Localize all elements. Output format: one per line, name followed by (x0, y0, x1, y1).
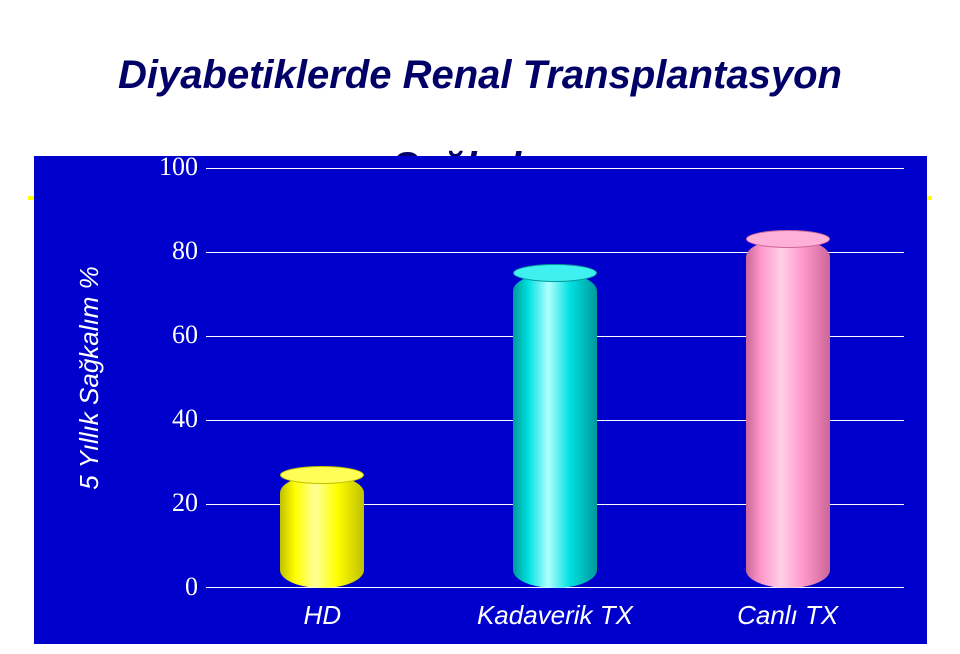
x-category-label: HD (206, 600, 439, 631)
y-tick-label: 20 (138, 488, 198, 518)
bar (280, 475, 364, 588)
bar-top (513, 264, 597, 282)
bar (746, 239, 830, 588)
x-category-label: Kadaverik TX (439, 600, 672, 631)
y-tick-label: 60 (138, 320, 198, 350)
chart-panel: 5 Yıllık Sağkalım % 020406080100HDKadave… (34, 156, 927, 644)
bar-top (280, 466, 364, 484)
bar-top (746, 230, 830, 248)
y-tick-label: 40 (138, 404, 198, 434)
plot-area (206, 168, 904, 588)
x-category-label: Canlı TX (671, 600, 904, 631)
title-line-1: Diyabetiklerde Renal Transplantasyon (118, 53, 842, 97)
y-axis-title: 5 Yıllık Sağkalım % (74, 168, 105, 588)
y-gridline (206, 168, 904, 169)
y-tick-label: 80 (138, 236, 198, 266)
y-tick-label: 0 (138, 572, 198, 602)
bar (513, 273, 597, 588)
y-tick-label: 100 (138, 152, 198, 182)
page-root: Diyabetiklerde Renal Transplantasyon Sağ… (0, 0, 960, 654)
